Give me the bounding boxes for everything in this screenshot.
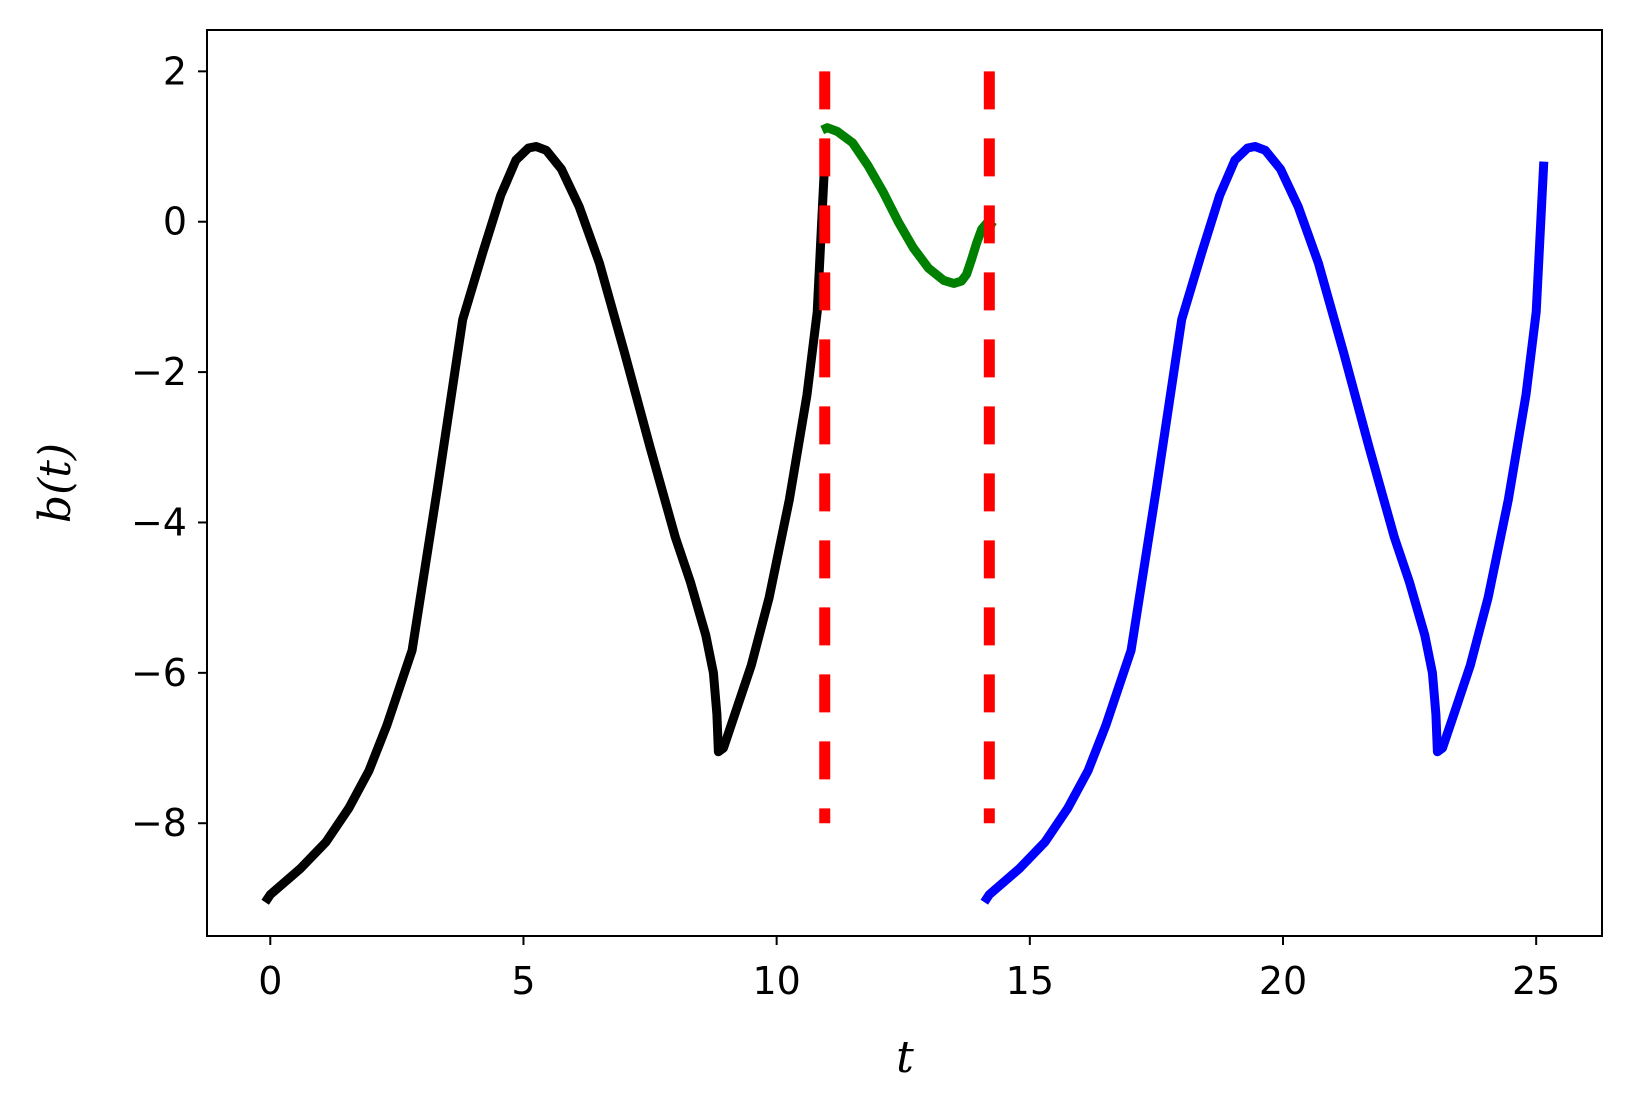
vline-layer [819,71,995,824]
y-tick-label: −4 [131,500,187,544]
plot-frame [206,29,1603,937]
series-line-2 [820,123,997,288]
x-axis-ticks: 0 5 10 15 20 25 [258,936,1560,1003]
series-line-3 [980,142,1549,905]
x-tick-label: 5 [511,959,535,1003]
y-tick-label: −6 [131,651,187,695]
x-axis-label: t [896,1032,914,1083]
series-line-1 [261,142,830,905]
y-tick-label: 2 [163,49,187,93]
y-axis-label: b(t) [30,443,81,523]
y-tick-label: 0 [163,200,187,244]
x-tick-label: 0 [258,959,282,1003]
x-tick-label: 15 [1006,959,1054,1003]
y-axis-ticks: 2 0 −2 −4 −6 −8 [131,49,207,845]
y-tick-label: −8 [131,801,187,845]
x-tick-label: 25 [1512,959,1560,1003]
series-layer [261,123,1549,905]
y-tick-label: −2 [131,350,187,394]
x-tick-label: 10 [752,959,800,1003]
x-tick-label: 20 [1259,959,1307,1003]
